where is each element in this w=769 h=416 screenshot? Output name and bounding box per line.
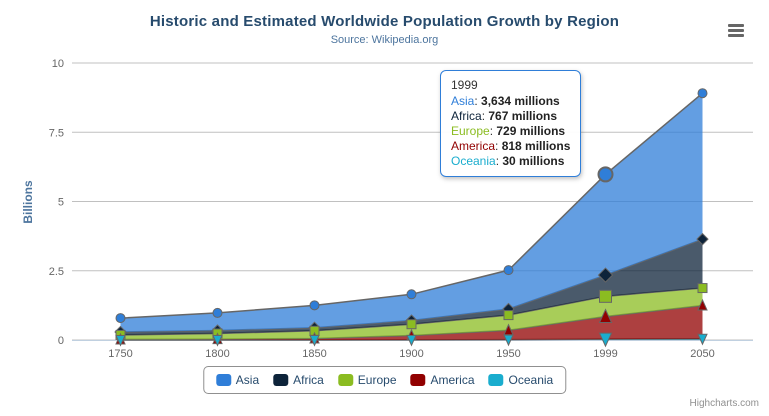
marker-oceania-1999[interactable] [598,332,613,348]
x-tick-label: 1850 [302,348,326,360]
y-tick-label: 2.5 [49,266,64,278]
legend-label: Africa [293,373,324,387]
y-tick-label: 0 [58,335,64,347]
marker-asia-1900[interactable] [406,289,417,300]
marker-oceania-1900[interactable] [406,334,417,347]
marker-europe-1999[interactable] [599,289,612,303]
marker-africa-2050[interactable] [696,232,709,246]
marker-europe-1900[interactable] [406,319,417,330]
x-tick-label: 1750 [108,348,132,360]
legend-item-america[interactable]: America [410,373,475,387]
marker-oceania-2050[interactable] [697,333,708,346]
x-tick-label: 1950 [496,348,520,360]
hamburger-icon [728,33,744,37]
chart-title: Historic and Estimated Worldwide Populat… [149,13,620,30]
y-tick-label: 5 [58,197,64,209]
marker-europe-2050[interactable] [697,283,708,294]
hamburger-icon [728,28,744,32]
marker-africa-1999[interactable] [597,267,614,283]
marker-oceania-1850[interactable] [309,334,320,347]
legend-label: Europe [357,373,397,387]
area-series-america[interactable] [120,305,703,340]
legend-label: America [430,373,475,387]
legend: Asia Africa Europe America Oceania [202,366,567,394]
marker-asia-2050[interactable] [697,88,708,99]
x-tick-label: 1999 [593,348,617,360]
x-tick-label: 1900 [399,348,423,360]
legend-swatch-icon [488,374,504,386]
credits-link[interactable]: Highcharts.com [689,398,759,409]
marker-oceania-1750[interactable] [115,334,126,347]
area-series-africa[interactable] [120,239,703,335]
legend-swatch-icon [337,374,353,386]
legend-item-europe[interactable]: Europe [337,373,397,387]
legend-label: Oceania [508,373,554,387]
marker-asia-1999-hovered[interactable] [597,166,614,183]
marker-europe-1950[interactable] [503,310,514,321]
export-menu-button[interactable] [726,19,750,41]
area-series-asia[interactable] [120,93,703,332]
legend-label: Asia [235,373,260,387]
chart-subtitle: Source: Wikipedia.org [330,34,439,46]
marker-asia-1950[interactable] [503,265,514,276]
y-tick-label: 7.5 [49,127,64,139]
legend-item-asia[interactable]: Asia [215,373,260,387]
legend-item-oceania[interactable]: Oceania [488,373,554,387]
marker-america-1999[interactable] [598,308,613,324]
hamburger-icon [728,23,744,27]
marker-oceania-1800[interactable] [212,334,223,347]
marker-asia-1850[interactable] [309,300,320,311]
marker-asia-1800[interactable] [212,307,223,318]
legend-swatch-icon [273,374,289,386]
legend-item-africa[interactable]: Africa [273,374,324,386]
marker-asia-1750[interactable] [115,313,126,324]
y-tick-label: 10 [52,58,64,70]
x-tick-label: 2050 [690,348,714,360]
marker-oceania-1950[interactable] [503,334,514,347]
x-tick-label: 1800 [205,348,229,360]
legend-swatch-icon [410,374,426,386]
marker-america-2050[interactable] [697,298,708,311]
legend-swatch-icon [215,374,231,386]
